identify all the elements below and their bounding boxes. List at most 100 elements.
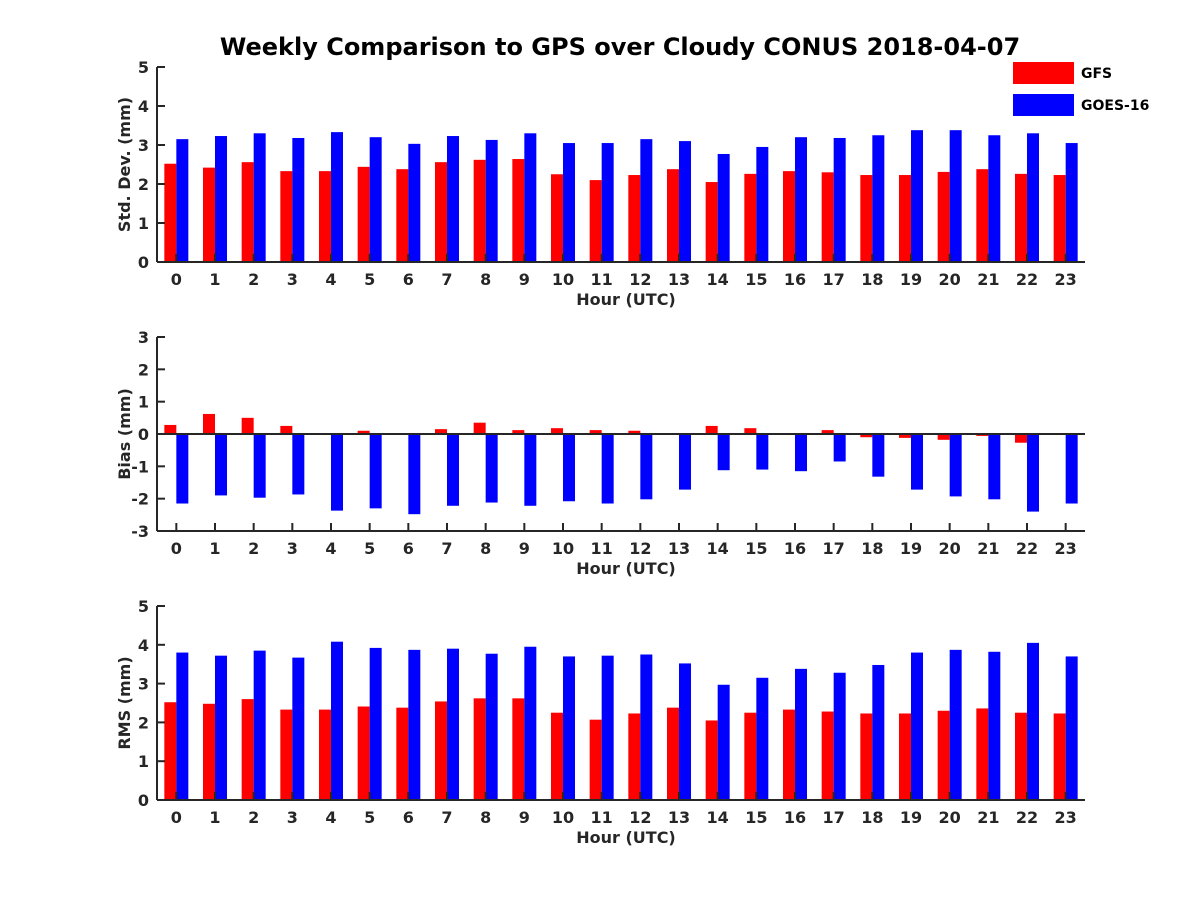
bar-goes-16-21 [988,135,1001,262]
bar-gfs-22 [1015,434,1027,443]
bar-goes-16-2 [253,650,266,800]
bar-gfs-11 [589,430,602,434]
bar-goes-16-2 [253,133,266,262]
chart-title: Weekly Comparison to GPS over Cloudy CON… [220,33,1020,61]
bar-gfs-0 [164,702,177,800]
legend: GFS GOES-16 [1013,62,1149,116]
bar-goes-16-15 [756,146,769,262]
bar-goes-16-4 [331,132,343,262]
x-tick-label: 17 [823,270,845,289]
y-tick-label: 0 [138,253,149,272]
bar-gfs-14 [705,720,718,800]
x-axis-label: Hour (UTC) [576,828,676,847]
x-tick-label: 1 [209,539,220,558]
bar-goes-16-15 [756,677,769,800]
x-tick-label: 22 [1016,808,1038,827]
bar-goes-16-23 [1065,143,1078,262]
bar-goes-16-16 [795,668,807,800]
bar-gfs-4 [319,171,331,262]
bar-gfs-4 [319,709,331,800]
bar-goes-16-7 [447,434,459,506]
bar-gfs-20 [937,171,950,262]
x-tick-label: 5 [364,270,375,289]
bar-goes-16-8 [485,653,498,800]
bar-goes-16-3 [292,434,305,495]
y-tick-label: 3 [138,136,149,155]
bar-gfs-12 [628,430,641,434]
bar-gfs-18 [860,175,873,262]
x-tick-label: 8 [480,539,491,558]
bar-gfs-20 [937,710,950,800]
x-tick-label: 2 [248,808,259,827]
bar-goes-16-6 [408,649,421,800]
x-tick-label: 4 [325,808,336,827]
y-tick-label: 3 [138,328,149,347]
bar-goes-16-19 [911,130,923,262]
bar-goes-16-3 [292,137,305,262]
bar-goes-16-1 [215,136,227,262]
bar-gfs-5 [357,706,370,800]
bar-goes-16-14 [717,153,730,262]
bar-gfs-3 [280,171,293,262]
bar-goes-16-3 [292,657,305,800]
bar-gfs-23 [1053,175,1066,262]
legend-swatch-gfs [1013,62,1074,84]
bar-goes-16-16 [795,137,807,262]
x-tick-label: 1 [209,270,220,289]
bar-gfs-3 [280,709,293,800]
x-tick-label: 21 [977,808,999,827]
x-tick-label: 17 [823,808,845,827]
x-tick-label: 10 [552,808,574,827]
x-tick-label: 14 [707,539,729,558]
y-tick-label: 3 [138,675,149,694]
bar-gfs-17 [821,711,834,800]
x-tick-label: 14 [707,808,729,827]
bar-goes-16-12 [640,654,653,800]
bar-goes-16-10 [563,143,575,262]
bar-gfs-0 [164,424,177,434]
x-tick-label: 12 [629,270,651,289]
x-tick-label: 15 [745,808,767,827]
legend-swatch-goes-16 [1013,94,1074,116]
y-tick-label: 2 [138,360,149,379]
bar-goes-16-7 [447,648,459,800]
bar-goes-16-13 [679,663,691,800]
bar-goes-16-18 [872,135,885,262]
bar-goes-16-8 [485,139,498,262]
y-axis-label: Std. Dev. (mm) [115,97,134,232]
bar-goes-16-17 [833,137,846,262]
bar-gfs-14 [705,425,718,434]
bar-gfs-16 [783,709,795,800]
bar-goes-16-19 [911,434,923,490]
bar-goes-16-10 [563,656,575,800]
x-tick-label: 22 [1016,539,1038,558]
x-tick-label: 16 [784,539,806,558]
x-tick-label: 9 [519,539,530,558]
bar-goes-16-13 [679,141,691,262]
bar-gfs-7 [435,701,447,800]
bar-gfs-15 [744,173,757,262]
bar-gfs-1 [203,703,215,800]
bar-goes-16-5 [369,434,382,509]
x-tick-label: 5 [364,808,375,827]
bar-goes-16-14 [717,434,730,471]
x-tick-label: 12 [629,808,651,827]
bar-goes-16-13 [679,434,691,490]
bar-gfs-6 [396,169,409,262]
bar-goes-16-23 [1065,434,1078,504]
y-tick-label: 5 [138,58,149,77]
bar-goes-16-5 [369,647,382,800]
bar-goes-16-21 [988,651,1001,800]
x-tick-label: 19 [900,270,922,289]
x-tick-label: 23 [1055,539,1077,558]
bar-gfs-5 [357,166,370,262]
x-tick-label: 6 [403,539,414,558]
x-tick-label: 8 [480,270,491,289]
bar-gfs-18 [860,713,873,800]
y-tick-label: 1 [138,214,149,233]
